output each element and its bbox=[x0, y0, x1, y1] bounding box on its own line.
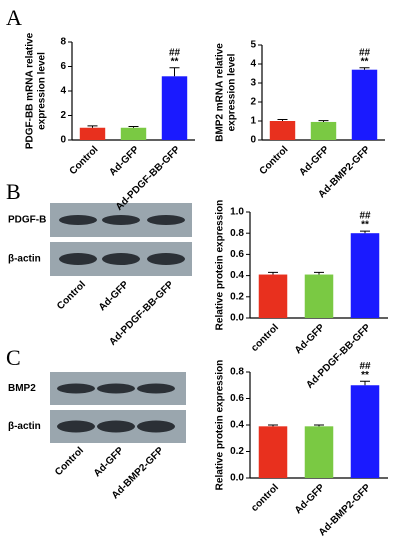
y-tick-label: 0.8 bbox=[230, 228, 244, 239]
y-tick-label: 6 bbox=[60, 61, 66, 72]
error-bar bbox=[169, 67, 180, 77]
error-bar bbox=[360, 380, 370, 386]
y-tick-label: 1 bbox=[250, 116, 256, 127]
bar bbox=[258, 274, 288, 318]
blot-lane-label: Control bbox=[55, 279, 88, 312]
bar bbox=[350, 233, 380, 318]
y-tick-label: 3 bbox=[250, 78, 256, 89]
blot-row-label: β-actin bbox=[8, 254, 41, 265]
significance-mark: ## bbox=[359, 211, 371, 222]
blot-band bbox=[57, 383, 95, 394]
blot-lane-label: Control bbox=[53, 445, 86, 478]
error-bar bbox=[128, 126, 139, 128]
x-tick-label: Ad-GFP bbox=[293, 482, 327, 516]
panel-letter: C bbox=[6, 345, 21, 370]
y-tick-label: 0.8 bbox=[230, 367, 244, 378]
bar bbox=[310, 121, 337, 140]
error-bar bbox=[314, 424, 324, 427]
y-axis-label: PDGF-BB mRNA relative bbox=[25, 32, 36, 149]
x-tick-label: control bbox=[249, 482, 281, 514]
blot-row-label: β-actin bbox=[8, 421, 41, 432]
significance-mark: ** bbox=[171, 56, 179, 67]
x-tick-label: Ad-GFP bbox=[293, 322, 327, 356]
panel-letter: A bbox=[6, 5, 22, 30]
blot-band bbox=[147, 253, 185, 265]
blot-band bbox=[97, 383, 135, 394]
significance-mark: ## bbox=[359, 361, 371, 372]
blot-band bbox=[59, 215, 97, 225]
x-tick-label: Ad-GFP bbox=[107, 144, 141, 178]
blot-lane-label: Ad-GFP bbox=[97, 279, 131, 313]
bar bbox=[351, 69, 378, 140]
bar bbox=[304, 274, 334, 318]
blot-band bbox=[97, 420, 135, 433]
bar bbox=[258, 426, 288, 478]
y-tick-label: 4 bbox=[60, 86, 66, 97]
bar bbox=[304, 426, 334, 478]
blot-band bbox=[102, 253, 140, 265]
y-tick-label: 0.6 bbox=[230, 393, 244, 404]
y-axis-label: expression level bbox=[227, 53, 238, 131]
blot-band bbox=[137, 420, 175, 433]
blot-lane-label: Ad-GFP bbox=[92, 445, 126, 479]
y-tick-label: 5 bbox=[250, 40, 256, 51]
y-tick-label: 0.6 bbox=[230, 249, 244, 260]
x-tick-label: control bbox=[249, 322, 281, 354]
blot-row-label: PDGF-B bbox=[8, 215, 46, 226]
y-tick-label: 0.0 bbox=[230, 313, 244, 324]
y-tick-label: 0 bbox=[250, 135, 256, 146]
y-tick-label: 2 bbox=[60, 110, 66, 121]
blot-band bbox=[102, 215, 140, 225]
bar bbox=[120, 127, 147, 140]
y-axis-label: Relative protein expression bbox=[215, 360, 226, 491]
blot-row-label: BMP2 bbox=[8, 383, 36, 394]
error-bar bbox=[87, 125, 98, 128]
y-tick-label: 0.0 bbox=[230, 473, 244, 484]
significance-mark: ** bbox=[361, 56, 369, 67]
bar bbox=[79, 127, 106, 140]
significance-mark: ## bbox=[169, 47, 181, 58]
significance-mark: ## bbox=[359, 47, 371, 58]
y-axis-label: expression level bbox=[37, 52, 48, 130]
error-bar bbox=[314, 271, 324, 275]
blot-band bbox=[137, 383, 175, 394]
y-tick-label: 1.0 bbox=[230, 207, 244, 218]
blot-band bbox=[147, 215, 185, 225]
bar bbox=[161, 76, 188, 140]
y-tick-label: 8 bbox=[60, 37, 66, 48]
bar bbox=[350, 385, 380, 478]
x-tick-label: Control bbox=[68, 144, 101, 177]
y-tick-label: 0.2 bbox=[230, 291, 244, 302]
panel-letter: B bbox=[6, 179, 21, 204]
error-bar bbox=[360, 230, 370, 234]
x-tick-label: Control bbox=[258, 144, 291, 177]
y-axis-label: Relative protein expression bbox=[215, 200, 226, 331]
blot-band bbox=[57, 420, 95, 433]
y-tick-label: 0.4 bbox=[230, 420, 244, 431]
significance-mark: ** bbox=[361, 220, 369, 231]
y-tick-label: 0 bbox=[60, 135, 66, 146]
x-tick-label: Ad-GFP bbox=[297, 144, 331, 178]
bar bbox=[269, 121, 296, 140]
error-bar bbox=[318, 120, 329, 122]
significance-mark: ** bbox=[361, 370, 369, 381]
error-bar bbox=[277, 118, 288, 121]
y-tick-label: 2 bbox=[250, 97, 256, 108]
y-tick-label: 0.4 bbox=[230, 270, 244, 281]
y-axis-label: BMP2 mRNA relative bbox=[215, 43, 226, 142]
blot-band bbox=[59, 253, 97, 265]
error-bar bbox=[359, 67, 370, 70]
y-tick-label: 4 bbox=[250, 59, 256, 70]
error-bar bbox=[268, 424, 278, 427]
error-bar bbox=[268, 271, 278, 275]
y-tick-label: 0.2 bbox=[230, 446, 244, 457]
